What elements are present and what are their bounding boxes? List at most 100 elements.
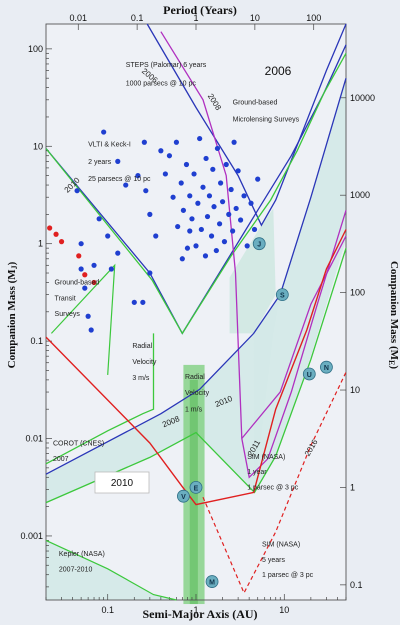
exoplanet-point bbox=[115, 158, 121, 164]
annotation: 5 years bbox=[262, 557, 285, 564]
exoplanet-point bbox=[226, 211, 232, 217]
solar-planet-marker bbox=[302, 367, 316, 381]
y-axis-left-main: Companion Mass (M bbox=[6, 269, 18, 369]
exoplanet-point bbox=[143, 188, 149, 194]
y-tick-label: 0.01 bbox=[25, 434, 43, 444]
exoplanet-point bbox=[187, 228, 193, 234]
curve-steps bbox=[146, 23, 347, 227]
annotation: 1 year bbox=[247, 469, 267, 476]
annotation: Ground-based bbox=[233, 99, 278, 106]
exoplanet-point bbox=[78, 266, 84, 272]
annotation: 2 years bbox=[88, 159, 111, 166]
exoplanet-point bbox=[131, 299, 137, 305]
curve-rv1-blue bbox=[45, 78, 347, 475]
exoplanet-point bbox=[241, 193, 247, 199]
exoplanet-point bbox=[115, 250, 121, 256]
exoplanet-point bbox=[180, 207, 187, 213]
y-tick-label: 10 bbox=[33, 141, 43, 151]
y-axis-right-title: Companion Mass (ME) bbox=[387, 261, 400, 369]
annotation: Velocity bbox=[185, 390, 210, 397]
y-tick-label: 0.1 bbox=[30, 336, 43, 346]
x-axis-title: Semi-Major Axis (AU) bbox=[142, 607, 257, 621]
shaded-regions bbox=[46, 24, 346, 605]
annotation: COROT (CNES) bbox=[53, 440, 104, 447]
exoplanet-point bbox=[191, 171, 197, 177]
top-tick-label: 1 bbox=[193, 13, 198, 23]
exoplanet-point bbox=[85, 313, 91, 319]
annotation: SIM (NASA) bbox=[247, 454, 285, 461]
exoplanet-point bbox=[223, 161, 229, 168]
exoplanet-point bbox=[88, 327, 94, 333]
annotation: 25 parsecs @ 10 pc bbox=[88, 176, 151, 183]
exoplanet-point bbox=[210, 166, 216, 172]
solar-planet-marker bbox=[177, 489, 190, 503]
exoplanet-point bbox=[166, 153, 173, 159]
exoplanet-point bbox=[141, 139, 147, 145]
transiting-planet-point bbox=[91, 279, 97, 286]
y-axis-right-main: Companion Mass (M bbox=[388, 261, 400, 361]
solar-planet-marker bbox=[189, 480, 203, 494]
annotation: Velocity bbox=[132, 359, 157, 366]
solar-planet-label: N bbox=[324, 365, 329, 372]
exoplanet-point bbox=[198, 226, 204, 233]
exoplanet-point bbox=[248, 200, 254, 206]
right-tick-label: 0.1 bbox=[350, 580, 363, 590]
exoplanet-point bbox=[189, 216, 195, 222]
curve-sim1 bbox=[45, 229, 347, 506]
transiting-planet-point bbox=[82, 272, 88, 278]
exoplanet-point bbox=[233, 205, 239, 212]
y-tick-label: 1 bbox=[38, 239, 43, 249]
exoplanet-point bbox=[135, 173, 141, 179]
exoplanet-point bbox=[204, 213, 211, 220]
top-axis-title: Period (Years) bbox=[163, 3, 237, 17]
y-tick-label: 100 bbox=[28, 44, 43, 54]
transiting-planet-point bbox=[47, 225, 53, 231]
exoplanet-point bbox=[255, 176, 261, 182]
exoplanet-point bbox=[193, 243, 199, 249]
exoplanet-point bbox=[96, 216, 102, 222]
exoplanet-points: J S U N V E M bbox=[47, 129, 333, 588]
exoplanet-point bbox=[235, 168, 241, 174]
solar-planet-label: E bbox=[194, 485, 199, 492]
exoplanet-point bbox=[195, 200, 201, 206]
exoplanet-point bbox=[206, 193, 213, 199]
annotation: Ground-based bbox=[55, 280, 100, 287]
exoplanet-point bbox=[105, 233, 111, 239]
x-tick-label: 10 bbox=[279, 605, 289, 615]
solar-planet-label: S bbox=[280, 293, 285, 300]
top-tick-label: 100 bbox=[306, 13, 321, 23]
right-tick-label: 10000 bbox=[350, 93, 375, 103]
exoplanet-point bbox=[251, 226, 258, 233]
curve-microlensing-2 bbox=[241, 235, 347, 439]
annotation: 2007 bbox=[53, 456, 69, 463]
solar-planet-label: U bbox=[307, 372, 312, 379]
exoplanet-point bbox=[216, 221, 223, 227]
y-tick-label: 0.001 bbox=[20, 531, 43, 541]
curve-kepler bbox=[45, 539, 177, 601]
exoplanet-point bbox=[187, 193, 193, 199]
solar-planet-label: J bbox=[257, 242, 261, 249]
solar-planet-marker bbox=[320, 360, 333, 374]
exoplanet-point bbox=[197, 135, 203, 142]
right-tick-label: 1000 bbox=[350, 190, 370, 200]
year-box-label: 2010 bbox=[111, 478, 134, 489]
exoplanet-point bbox=[153, 233, 159, 239]
annotation: VLTI & Keck-I bbox=[88, 141, 131, 148]
exoplanet-point bbox=[123, 182, 129, 188]
exoplanet-point bbox=[101, 129, 107, 135]
annotation: SIM (NASA) bbox=[262, 541, 300, 548]
exoplanet-point bbox=[200, 184, 206, 190]
top-tick-label: 10 bbox=[250, 13, 260, 23]
exoplanet-point bbox=[78, 241, 84, 247]
exoplanet-point bbox=[91, 262, 97, 268]
exoplanet-point bbox=[208, 233, 215, 239]
rv-region-upper bbox=[253, 78, 346, 493]
exoplanet-point bbox=[108, 266, 114, 272]
exoplanet-point bbox=[82, 285, 88, 291]
exoplanet-point bbox=[175, 223, 181, 230]
exoplanet-point bbox=[203, 155, 209, 162]
transiting-planet-point bbox=[58, 239, 65, 245]
solar-planet-marker bbox=[252, 237, 266, 251]
exoplanet-point bbox=[140, 299, 146, 305]
